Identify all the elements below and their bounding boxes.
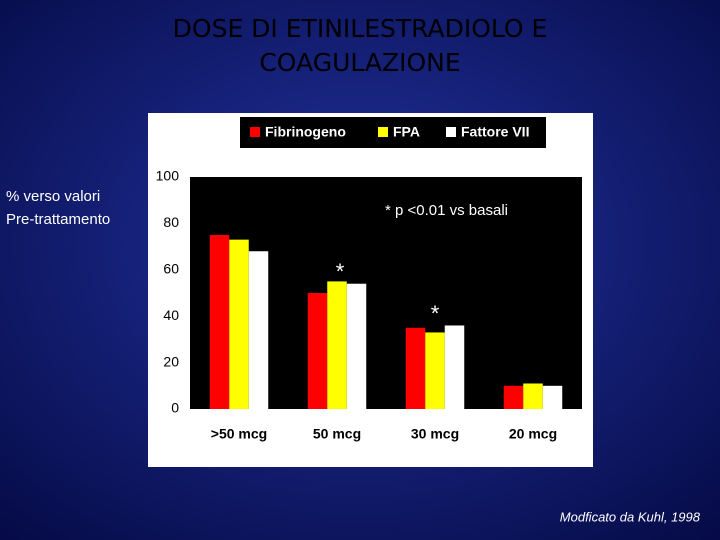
slide-title: DOSE DI ETINILESTRADIOLO E (173, 14, 548, 43)
legend (240, 117, 546, 148)
legend-label: FPA (393, 124, 420, 140)
bar (327, 281, 347, 409)
bar (248, 251, 269, 409)
y-tick-label: 100 (156, 168, 180, 184)
bar (425, 332, 445, 409)
bar (503, 385, 524, 409)
legend-swatch (250, 127, 260, 137)
bar (444, 325, 465, 409)
bar (307, 293, 328, 409)
legend-swatch (378, 127, 388, 137)
y-tick-label: 60 (163, 261, 179, 277)
y-tick-label: 20 (163, 353, 179, 369)
source: Modficato da Kuhl, 1998 (560, 509, 701, 524)
y-tick-label: 40 (163, 307, 179, 323)
x-tick-label: 50 mcg (313, 426, 361, 442)
x-tick-label: 20 mcg (509, 426, 557, 442)
slide-title: COAGULAZIONE (259, 48, 460, 77)
legend-swatch (446, 127, 456, 137)
note: * p <0.01 vs basali (385, 202, 508, 219)
y-axis-label: Pre-trattamento (6, 211, 110, 228)
bar (523, 383, 543, 409)
x-tick-label: 30 mcg (411, 426, 459, 442)
bar (405, 327, 426, 409)
bar (542, 385, 563, 409)
bar (229, 239, 249, 409)
x-tick-label: >50 mcg (211, 426, 267, 442)
bar (209, 235, 230, 409)
annotation: * (431, 301, 440, 326)
annotation: * (336, 259, 345, 284)
y-axis-label: % verso valori (6, 188, 100, 205)
annotation: * (239, 210, 248, 235)
legend-label: Fibrinogeno (265, 124, 346, 140)
bar (346, 283, 367, 409)
legend-label: Fattore VII (461, 124, 529, 140)
y-tick-label: 80 (163, 214, 179, 230)
y-tick-label: 0 (171, 400, 179, 416)
